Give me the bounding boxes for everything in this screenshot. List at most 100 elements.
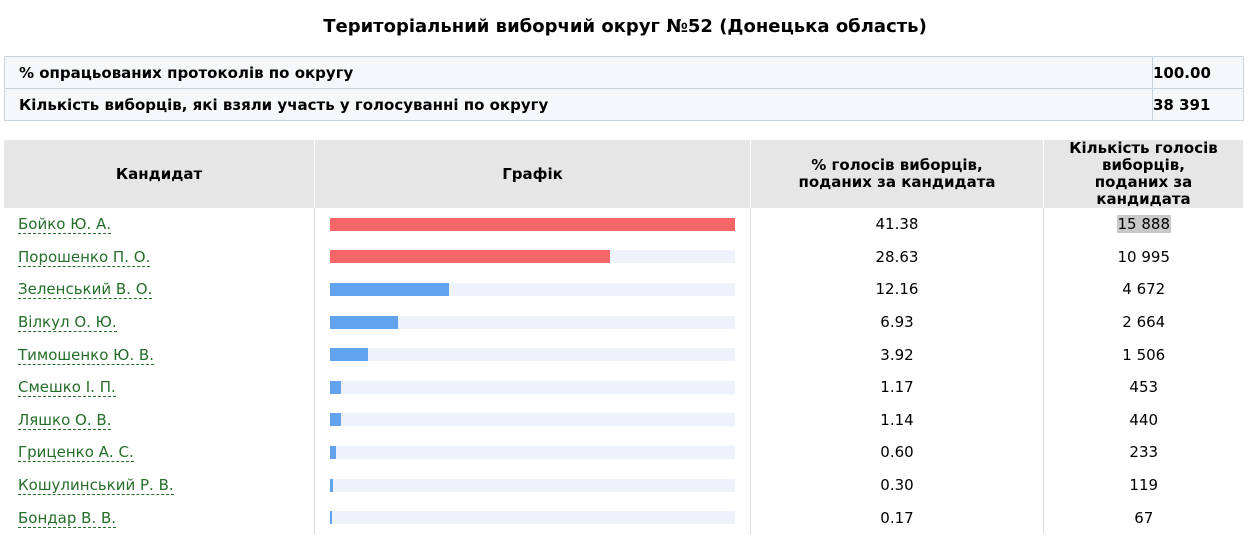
votes-value: 440 xyxy=(1129,410,1159,429)
summary-table: % опрацьованих протоколів по округу 100.… xyxy=(4,56,1244,121)
table-row: Тимошенко Ю. В. 3.92 1 506 xyxy=(4,338,1244,371)
candidate-link[interactable]: Кошулинський Р. В. xyxy=(18,476,174,496)
candidate-link[interactable]: Смешко І. П. xyxy=(18,378,116,398)
chart-cell xyxy=(314,240,751,274)
vote-bar-track xyxy=(330,413,735,427)
table-row: Бондар В. В. 0.17 67 xyxy=(4,501,1244,534)
chart-cell xyxy=(314,370,751,404)
votes-value: 2 664 xyxy=(1122,313,1166,332)
candidate-cell: Зеленський В. О. xyxy=(4,273,315,306)
vote-bar-fill xyxy=(330,413,342,427)
header-percent: % голосів виборців, поданих за кандидата xyxy=(750,140,1044,208)
summary-row: Кількість виборців, які взяли участь у г… xyxy=(4,88,1244,121)
chart-cell xyxy=(314,403,751,437)
percent-cell: 12.16 xyxy=(750,273,1044,306)
votes-cell: 2 664 xyxy=(1044,306,1244,339)
votes-cell: 67 xyxy=(1044,501,1244,534)
votes-value: 4 672 xyxy=(1122,280,1166,299)
vote-bar-fill xyxy=(330,478,333,492)
candidate-cell: Тимошенко Ю. В. xyxy=(4,338,315,371)
vote-bar-track xyxy=(330,250,735,264)
percent-cell: 3.92 xyxy=(750,338,1044,371)
results-table: Кандидат Графік % голосів виборців, пода… xyxy=(4,140,1244,534)
percent-cell: 41.38 xyxy=(750,208,1044,241)
vote-bar-track xyxy=(330,478,735,492)
chart-cell xyxy=(314,338,751,371)
chart-cell xyxy=(314,468,751,502)
header-chart: Графік xyxy=(314,140,751,208)
table-row: Зеленський В. О. 12.16 4 672 xyxy=(4,273,1244,306)
vote-bar-fill xyxy=(330,511,332,525)
page-title: Територіальний виборчий округ №52 (Донец… xyxy=(323,16,927,37)
votes-value: 15 888 xyxy=(1116,215,1171,234)
vote-bar-fill xyxy=(330,348,369,362)
votes-value: 233 xyxy=(1129,443,1159,462)
vote-bar-track xyxy=(330,348,735,362)
vote-bar-fill xyxy=(330,380,342,394)
candidate-link[interactable]: Гриценко А. С. xyxy=(18,443,134,463)
candidate-link[interactable]: Ляшко О. В. xyxy=(18,410,112,430)
candidate-link[interactable]: Бондар В. В. xyxy=(18,508,117,528)
candidate-link[interactable]: Зеленський В. О. xyxy=(18,280,153,300)
votes-value: 453 xyxy=(1129,378,1159,397)
header-candidate: Кандидат xyxy=(4,140,315,208)
votes-value: 10 995 xyxy=(1117,247,1171,266)
table-row: Гриценко А. С. 0.60 233 xyxy=(4,436,1244,469)
votes-cell: 1 506 xyxy=(1044,338,1244,371)
percent-cell: 28.63 xyxy=(750,240,1044,274)
candidate-link[interactable]: Тимошенко Ю. В. xyxy=(18,345,154,365)
vote-bar-track xyxy=(330,217,735,231)
candidate-cell: Кошулинський Р. В. xyxy=(4,468,315,502)
summary-label: Кількість виборців, які взяли участь у г… xyxy=(4,88,1153,121)
votes-value: 119 xyxy=(1129,476,1159,495)
votes-value: 67 xyxy=(1134,508,1154,527)
results-header-row: Кандидат Графік % голосів виборців, пода… xyxy=(4,140,1244,208)
chart-cell xyxy=(314,436,751,469)
table-row: Кошулинський Р. В. 0.30 119 xyxy=(4,468,1244,502)
table-row: Бойко Ю. А. 41.38 15 888 xyxy=(4,208,1244,241)
percent-cell: 0.17 xyxy=(750,501,1044,534)
candidate-cell: Вілкул О. Ю. xyxy=(4,305,315,339)
candidate-cell: Смешко І. П. xyxy=(4,370,315,404)
percent-cell: 1.14 xyxy=(750,403,1044,437)
vote-bar-fill xyxy=(330,217,735,231)
percent-cell: 0.30 xyxy=(750,468,1044,502)
percent-cell: 6.93 xyxy=(750,305,1044,339)
candidate-cell: Бойко Ю. А. xyxy=(4,208,315,241)
votes-cell: 233 xyxy=(1044,436,1244,469)
percent-cell: 0.60 xyxy=(750,436,1044,469)
votes-cell: 15 888 xyxy=(1044,208,1244,241)
table-row: Ляшко О. В. 1.14 440 xyxy=(4,403,1244,437)
table-row: Смешко І. П. 1.17 453 xyxy=(4,370,1244,404)
votes-cell: 440 xyxy=(1044,404,1244,437)
table-row: Порошенко П. О. 28.63 10 995 xyxy=(4,240,1244,274)
header-votes: Кількість голосів виборців, поданих за к… xyxy=(1043,140,1244,208)
vote-bar-track xyxy=(330,511,735,525)
vote-bar-fill xyxy=(330,315,398,329)
candidate-cell: Ляшко О. В. xyxy=(4,403,315,437)
summary-row: % опрацьованих протоколів по округу 100.… xyxy=(4,56,1244,89)
candidate-link[interactable]: Вілкул О. Ю. xyxy=(18,313,117,333)
summary-value: 100.00 xyxy=(1152,56,1244,89)
chart-cell xyxy=(314,305,751,339)
votes-cell: 453 xyxy=(1044,371,1244,404)
candidate-link[interactable]: Бойко Ю. А. xyxy=(18,215,111,235)
votes-value: 1 506 xyxy=(1122,345,1166,364)
vote-bar-fill xyxy=(330,445,337,459)
summary-label: % опрацьованих протоколів по округу xyxy=(4,56,1153,89)
vote-bar-track xyxy=(330,445,735,459)
summary-value: 38 391 xyxy=(1152,88,1244,121)
votes-cell: 119 xyxy=(1044,469,1244,502)
table-row: Вілкул О. Ю. 6.93 2 664 xyxy=(4,305,1244,339)
chart-cell xyxy=(314,501,751,534)
candidate-cell: Бондар В. В. xyxy=(4,501,315,534)
chart-cell xyxy=(314,273,751,306)
candidate-link[interactable]: Порошенко П. О. xyxy=(18,247,151,267)
vote-bar-track xyxy=(330,282,735,296)
candidate-cell: Гриценко А. С. xyxy=(4,436,315,469)
vote-bar-track xyxy=(330,380,735,394)
vote-bar-track xyxy=(330,315,735,329)
vote-bar-fill xyxy=(330,250,611,264)
votes-cell: 10 995 xyxy=(1044,241,1244,274)
candidate-cell: Порошенко П. О. xyxy=(4,240,315,274)
